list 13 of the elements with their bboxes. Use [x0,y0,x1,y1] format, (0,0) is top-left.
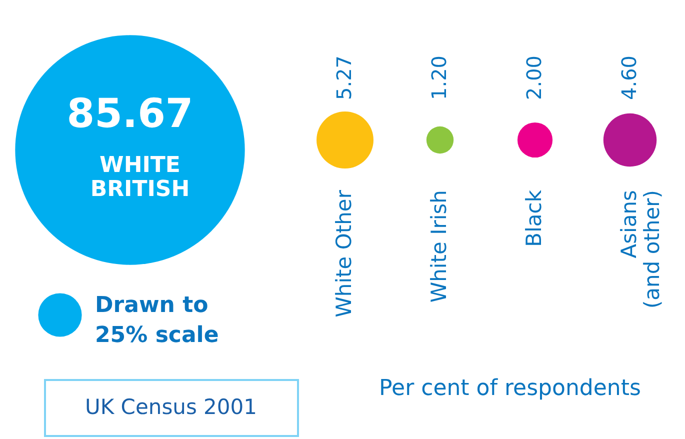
text: Drawn to 25% scale [95,293,219,348]
category-label: WHITE BRITISH [90,153,190,202]
category-label: White Other [332,190,356,318]
data-label: 85.67 [66,91,194,137]
data-label: 5.27 [332,55,356,100]
category-label: Asians (and other) [617,190,664,309]
data-label: 4.60 [617,55,641,100]
category-label: Black [522,189,546,247]
text: UK Census 2001 [84,395,258,419]
text: Per cent of respondents [379,376,641,401]
data-label: 2.00 [522,55,546,100]
data-label: 1.20 [427,55,451,100]
category-label: White Irish [427,190,451,303]
